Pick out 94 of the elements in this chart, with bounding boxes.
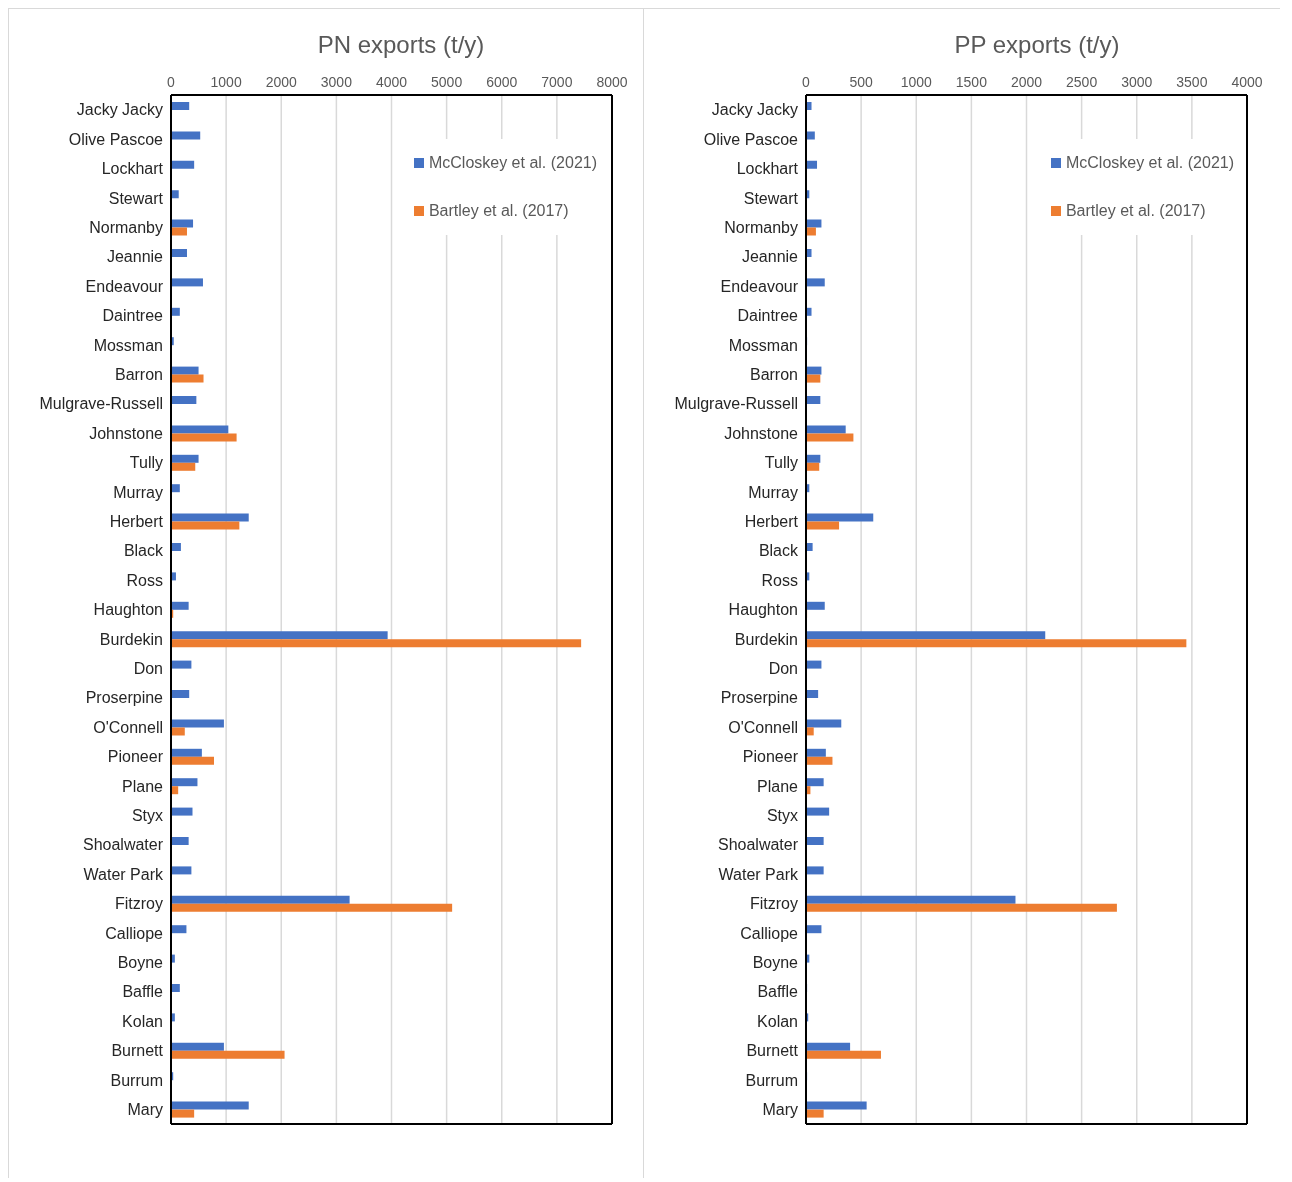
y-tick-label: Herbert (744, 512, 799, 530)
y-tick-label: Endeavour (85, 277, 164, 295)
y-tick-label: Pioneer (107, 748, 164, 766)
y-tick-label: Don (768, 659, 798, 677)
y-tick-label: Mossman (93, 336, 163, 354)
x-tick-label: 4000 (375, 74, 408, 90)
y-tick-label: Burdekin (99, 630, 163, 648)
y-tick-label: Baffle (757, 983, 799, 1001)
legend-label: McCloskey et al. (2021) (1065, 154, 1234, 172)
x-tick-label: 1000 (900, 74, 933, 90)
y-tick-label: Proserpine (720, 689, 799, 707)
y-tick-label: Murray (748, 483, 798, 501)
legend-label: Bartley et al. (2017) (1065, 202, 1206, 220)
x-tick-label: 4000 (1231, 74, 1263, 90)
y-tick-label: Lockhart (736, 160, 799, 178)
y-tick-label: Jeannie (741, 248, 799, 266)
y-tick-label: O'Connell (93, 718, 163, 736)
y-tick-label: Olive Pascoe (68, 130, 164, 148)
y-tick-label: Burrum (110, 1071, 163, 1089)
y-tick-label: Haughton (728, 601, 798, 619)
y-tick-label: Mary (127, 1100, 163, 1118)
y-tick-label: Baffle (122, 983, 164, 1001)
x-tick-label: 8000 (596, 74, 628, 90)
chart-title: PP exports (t/y) (953, 31, 1121, 60)
x-tick-label: 2000 (265, 74, 298, 90)
y-tick-label: Proserpine (85, 689, 164, 707)
legend-label: McCloskey et al. (2021) (428, 154, 597, 172)
x-tick-label: 7000 (541, 74, 573, 90)
x-tick-label: 1500 (955, 74, 988, 90)
y-tick-label: Mossman (728, 336, 798, 354)
y-tick-label: Lockhart (101, 160, 164, 178)
y-tick-label: Johnstone (724, 424, 799, 442)
y-tick-label: Mary (762, 1100, 798, 1118)
x-tick-label: 3500 (1176, 74, 1208, 90)
x-tick-label: 0 (167, 74, 176, 90)
chart-title: PN exports (t/y) (316, 31, 486, 60)
y-tick-label: Johnstone (89, 424, 164, 442)
y-tick-label: Black (758, 542, 799, 560)
x-tick-label: 0 (802, 74, 811, 90)
y-tick-label: Haughton (93, 601, 163, 619)
y-tick-label: Plane (122, 777, 164, 795)
y-tick-label: Daintree (737, 307, 799, 325)
y-tick-label: Black (123, 542, 164, 560)
y-tick-label: Herbert (109, 512, 164, 530)
y-tick-label: Water Park (83, 865, 164, 883)
x-tick-label: 500 (849, 74, 874, 90)
legend-label: Bartley et al. (2017) (428, 202, 569, 220)
y-tick-label: Stewart (108, 189, 164, 207)
y-tick-label: Ross (126, 571, 163, 589)
y-tick-label: Jacky Jacky (76, 101, 163, 119)
y-tick-label: Barron (114, 365, 163, 383)
y-tick-label: Barron (749, 365, 798, 383)
y-tick-label: Murray (113, 483, 163, 501)
y-tick-label: Styx (131, 806, 163, 824)
y-tick-label: Endeavour (720, 277, 799, 295)
y-tick-label: Tully (764, 454, 798, 472)
x-tick-label: 5000 (431, 74, 463, 90)
y-tick-label: Calliope (740, 924, 799, 942)
y-tick-label: O'Connell (728, 718, 798, 736)
x-tick-label: 2000 (1010, 74, 1043, 90)
y-tick-label: Shoalwater (82, 836, 164, 854)
y-tick-label: Shoalwater (717, 836, 799, 854)
y-tick-label: Calliope (105, 924, 164, 942)
y-tick-label: Tully (129, 454, 163, 472)
y-tick-label: Fitzroy (750, 895, 798, 913)
y-tick-label: Mulgrave-Russell (674, 395, 798, 413)
y-tick-label: Don (133, 659, 163, 677)
y-tick-label: Fitzroy (115, 895, 163, 913)
y-tick-label: Jacky Jacky (711, 101, 798, 119)
y-tick-label: Mulgrave-Russell (39, 395, 163, 413)
y-tick-label: Boyne (752, 953, 799, 971)
y-tick-label: Daintree (102, 307, 164, 325)
y-tick-label: Burrum (745, 1071, 798, 1089)
x-tick-label: 1000 (210, 74, 242, 90)
y-tick-label: Burnett (746, 1042, 799, 1060)
x-tick-label: 6000 (486, 74, 518, 90)
x-tick-label: 2500 (1066, 74, 1098, 90)
y-tick-label: Ross (761, 571, 798, 589)
y-tick-label: Plane (757, 777, 799, 795)
y-tick-label: Burdekin (734, 630, 798, 648)
y-tick-label: Boyne (117, 953, 164, 971)
y-tick-label: Burnett (111, 1042, 164, 1060)
y-tick-label: Kolan (122, 1012, 163, 1030)
x-tick-label: 3000 (1121, 74, 1153, 90)
y-tick-label: Normanby (89, 218, 163, 236)
y-tick-label: Normanby (724, 218, 798, 236)
y-tick-label: Kolan (757, 1012, 798, 1030)
y-tick-label: Styx (766, 806, 798, 824)
y-tick-label: Olive Pascoe (703, 130, 799, 148)
y-tick-label: Water Park (718, 865, 799, 883)
x-tick-label: 3000 (320, 74, 353, 90)
y-tick-label: Jeannie (106, 248, 164, 266)
y-tick-label: Stewart (743, 189, 799, 207)
y-tick-label: Pioneer (742, 748, 799, 766)
